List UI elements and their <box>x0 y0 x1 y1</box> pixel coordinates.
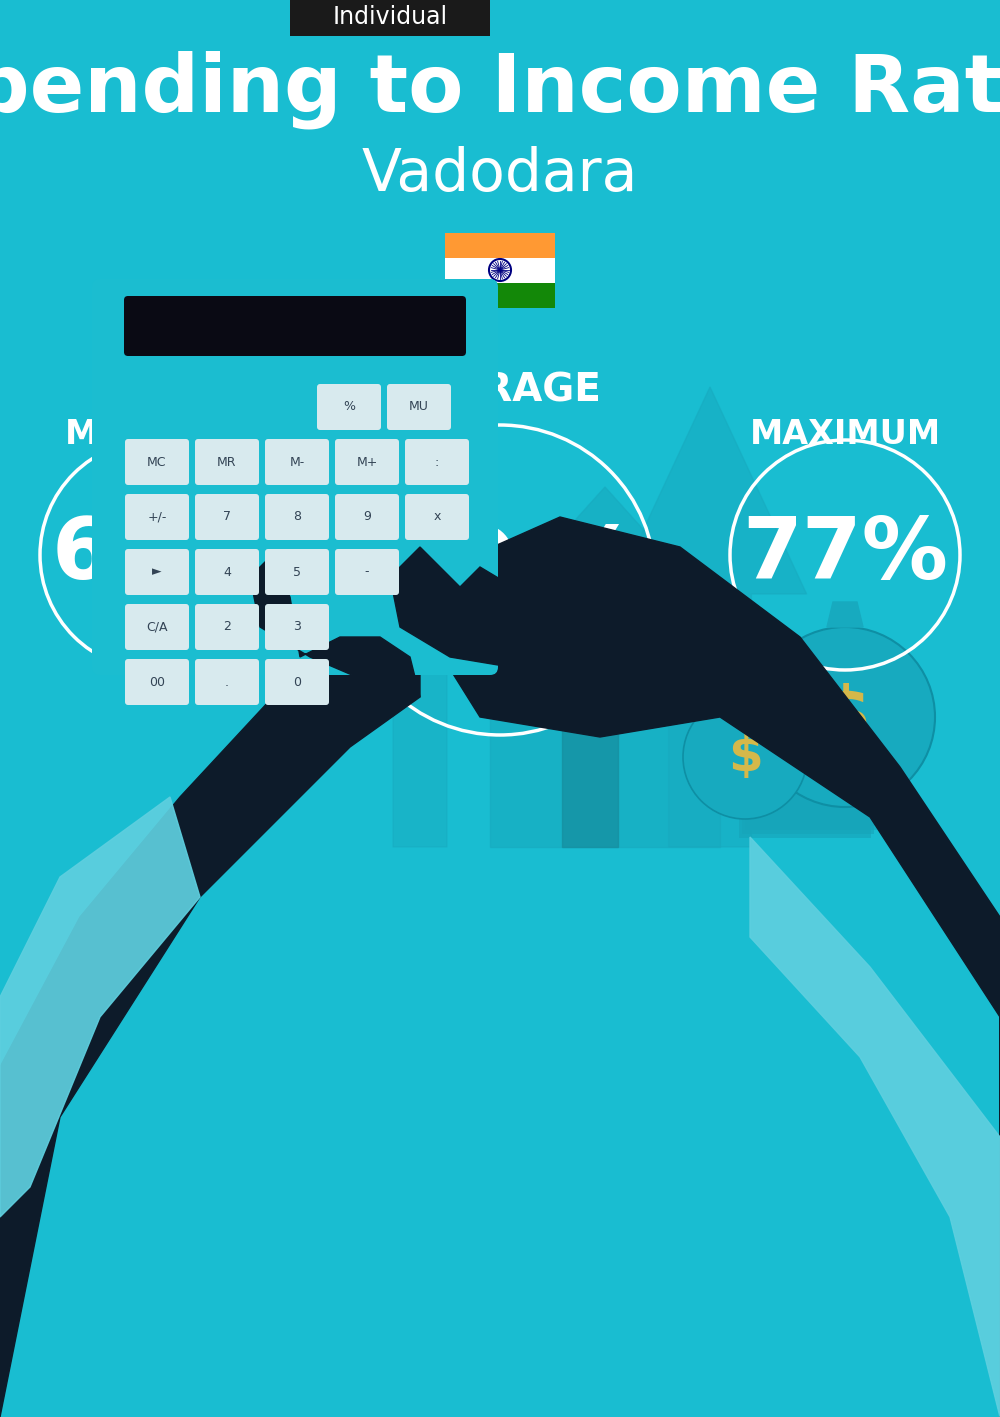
Text: 8: 8 <box>293 510 301 523</box>
Text: 2: 2 <box>223 621 231 633</box>
FancyBboxPatch shape <box>748 786 880 826</box>
Circle shape <box>683 694 807 819</box>
Bar <box>445 258 555 282</box>
Text: $: $ <box>820 683 870 751</box>
Polygon shape <box>470 487 740 638</box>
FancyBboxPatch shape <box>335 495 399 540</box>
Text: AVERAGE: AVERAGE <box>399 371 601 410</box>
FancyBboxPatch shape <box>265 495 329 540</box>
Text: M+: M+ <box>356 455 378 469</box>
FancyBboxPatch shape <box>125 495 189 540</box>
Polygon shape <box>390 547 550 667</box>
Bar <box>445 232 555 258</box>
Polygon shape <box>357 517 483 847</box>
Text: $: $ <box>728 733 762 781</box>
FancyBboxPatch shape <box>125 604 189 650</box>
FancyBboxPatch shape <box>335 548 399 595</box>
Polygon shape <box>613 387 807 847</box>
FancyBboxPatch shape <box>739 798 871 837</box>
Text: 77%: 77% <box>742 513 948 597</box>
FancyBboxPatch shape <box>265 604 329 650</box>
FancyBboxPatch shape <box>742 794 874 835</box>
FancyBboxPatch shape <box>405 439 469 485</box>
Text: 5: 5 <box>293 565 301 578</box>
Text: MU: MU <box>409 401 429 414</box>
FancyBboxPatch shape <box>195 659 259 706</box>
Polygon shape <box>430 517 1000 1417</box>
Text: 69%: 69% <box>354 521 646 639</box>
FancyBboxPatch shape <box>124 296 466 356</box>
Text: Spending to Income Ratio: Spending to Income Ratio <box>0 51 1000 129</box>
Text: 0: 0 <box>293 676 301 689</box>
Text: 7: 7 <box>223 510 231 523</box>
FancyBboxPatch shape <box>195 495 259 540</box>
Text: +/-: +/- <box>147 510 167 523</box>
FancyBboxPatch shape <box>195 439 259 485</box>
FancyBboxPatch shape <box>92 279 498 674</box>
Text: -: - <box>365 565 369 578</box>
Polygon shape <box>660 563 695 638</box>
FancyBboxPatch shape <box>335 439 399 485</box>
Text: Individual: Individual <box>332 6 448 28</box>
Circle shape <box>755 626 935 808</box>
Text: %: % <box>343 401 355 414</box>
FancyBboxPatch shape <box>745 791 877 830</box>
FancyBboxPatch shape <box>125 659 189 706</box>
Text: M-: M- <box>289 455 305 469</box>
Text: .: . <box>225 676 229 689</box>
Text: 4: 4 <box>223 565 231 578</box>
FancyBboxPatch shape <box>265 659 329 706</box>
FancyBboxPatch shape <box>125 548 189 595</box>
Text: 64%: 64% <box>52 513 258 597</box>
Polygon shape <box>490 638 720 847</box>
Text: MR: MR <box>217 455 237 469</box>
FancyBboxPatch shape <box>265 548 329 595</box>
Text: MAXIMUM: MAXIMUM <box>749 418 941 452</box>
Polygon shape <box>562 707 618 847</box>
FancyBboxPatch shape <box>290 0 490 35</box>
FancyBboxPatch shape <box>265 439 329 485</box>
Polygon shape <box>0 796 200 1217</box>
Text: 3: 3 <box>293 621 301 633</box>
Text: 9: 9 <box>363 510 371 523</box>
Text: Vadodara: Vadodara <box>362 146 638 204</box>
FancyBboxPatch shape <box>125 439 189 485</box>
Polygon shape <box>732 677 758 694</box>
Text: :: : <box>435 455 439 469</box>
Text: 00: 00 <box>149 676 165 689</box>
Text: x: x <box>433 510 441 523</box>
FancyBboxPatch shape <box>317 384 381 429</box>
Text: MC: MC <box>147 455 167 469</box>
Text: ►: ► <box>152 565 162 578</box>
Polygon shape <box>827 602 863 626</box>
Text: C/A: C/A <box>146 621 168 633</box>
Text: MINIMUM: MINIMUM <box>65 418 245 452</box>
FancyBboxPatch shape <box>195 604 259 650</box>
FancyBboxPatch shape <box>405 495 469 540</box>
FancyBboxPatch shape <box>195 548 259 595</box>
Polygon shape <box>250 557 420 697</box>
Bar <box>445 282 555 307</box>
Polygon shape <box>750 837 1000 1417</box>
FancyBboxPatch shape <box>387 384 451 429</box>
Polygon shape <box>0 587 420 1417</box>
